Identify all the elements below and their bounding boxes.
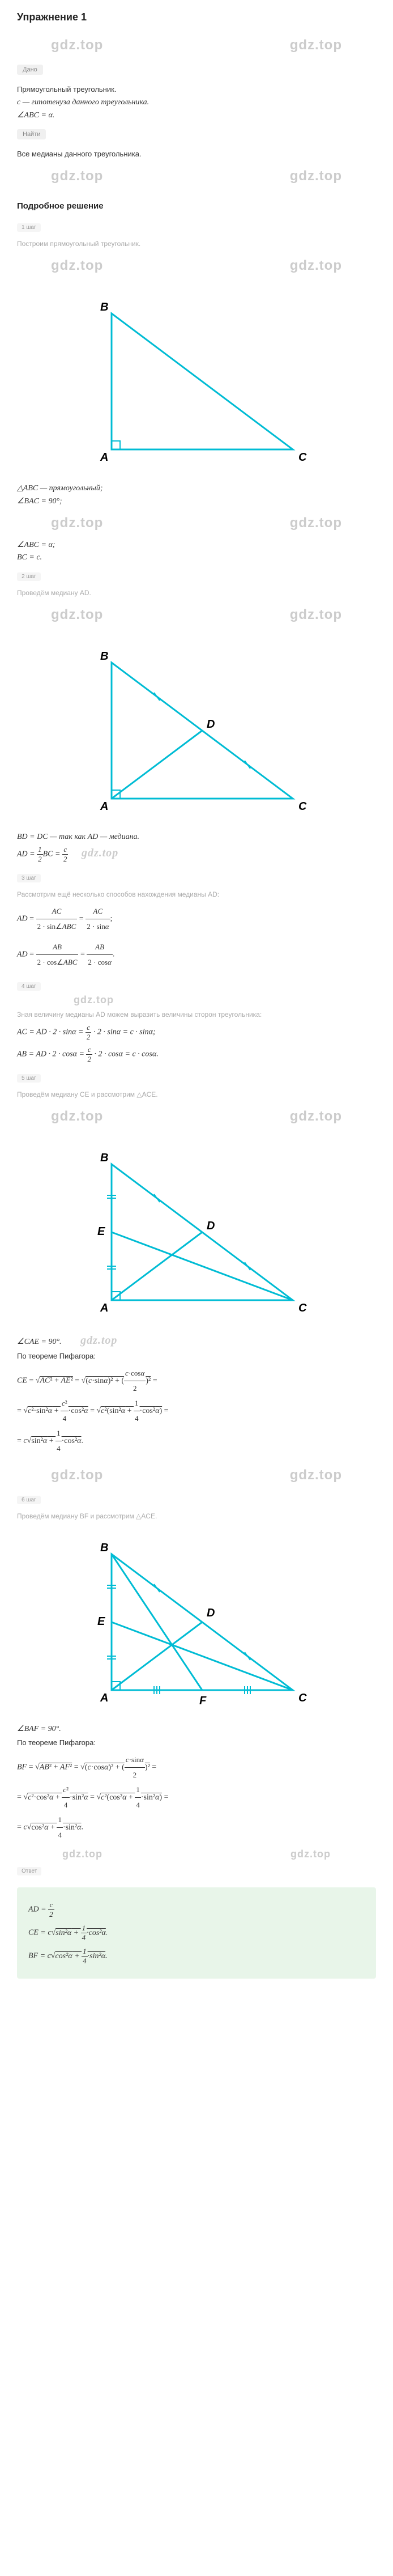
watermark: gdz.top [290,607,342,623]
step-line: ∠ABC = α; [17,540,376,550]
answer-box: AD = c2 CE = c√sin²α + 14·cos²α. BF = c√… [17,1887,376,1979]
svg-text:D: D [207,1220,215,1232]
step-line: ∠BAF = 90°. [17,1724,376,1734]
formula-bf: BF = √AB² + AF² = √(c·cosα)² + (c·sinα2)… [17,1752,376,1843]
svg-text:C: C [298,1302,307,1314]
watermark: gdz.top [290,1467,342,1483]
watermark: gdz.top [51,37,103,53]
svg-text:D: D [207,718,215,731]
step-badge: 6 шаг [17,1496,41,1504]
watermark-row: gdz.top gdz.top [17,510,376,537]
triangle-diagram-4: A B C D E F [66,1531,327,1713]
watermark: gdz.top [290,168,342,184]
step-gray: Проведём медиану CE и рассмотрим △ACE. [17,1090,376,1098]
watermark: gdz.top [51,607,103,623]
step-gray: Проведём медиану AD. [17,589,376,597]
svg-text:B: B [100,1152,108,1164]
svg-text:B: B [100,301,108,313]
find-line: Все медианы данного треугольника. [17,150,376,158]
step-line: По теореме Пифагора: [17,1738,376,1747]
svg-text:B: B [100,1542,108,1554]
answer-badge: Ответ [17,1867,41,1875]
svg-text:B: B [100,650,108,663]
step-badge: 3 шаг [17,874,41,882]
given-label: Дано [17,65,43,75]
watermark-row: gdz.top gdz.top [17,1103,376,1130]
watermark: gdz.top [51,258,103,274]
step-line: ∠CAE = 90°. gdz.top [17,1334,376,1347]
step-badge: 4 шаг [17,982,41,991]
watermark-row: gdz.top gdz.top [17,1462,376,1489]
formula: AD = AB2 · cos∠ABC = AB2 · cosα. [17,940,376,970]
watermark: gdz.top [290,1109,342,1124]
formula-ce: CE = √AC² + AE² = √(c·sinα)² + (c·cosα2)… [17,1366,376,1456]
watermark: gdz.top [51,168,103,184]
step-line: BC = c. [17,553,376,562]
watermark: gdz.top [291,1848,331,1860]
step-badge: 2 шаг [17,572,41,581]
watermark: gdz.top [51,515,103,531]
given-line: Прямоугольный треугольник. [17,85,376,94]
step-gray: Рассмотрим ещё несколько способов нахожд… [17,890,376,898]
watermark-row: gdz.top gdz.top [17,252,376,279]
step-gray: Зная величину медианы AD можем выразить … [17,1011,376,1018]
watermark-row: gdz.top [17,994,376,1006]
svg-text:E: E [97,1225,105,1238]
step-badge: 1 шаг [17,223,41,232]
watermark-row: gdz.top gdz.top [17,1848,376,1860]
watermark: gdz.top [62,1848,102,1860]
step-line: BD = DC — так как AD — медиана. [17,833,376,842]
svg-text:A: A [100,1692,108,1704]
watermark: gdz.top [290,258,342,274]
answer-line: CE = c√sin²α + 14·cos²α. [28,1924,365,1942]
svg-text:F: F [199,1695,207,1707]
given-line: c — гипотенуза данного треугольника. [17,98,376,107]
step-line: ∠BAC = 90°; [17,496,376,506]
triangle-diagram-1: A B C [66,291,327,472]
watermark: gdz.top [290,37,342,53]
watermark: gdz.top [290,515,342,531]
triangle-diagram-2: A B C D [66,640,327,821]
watermark-row: gdz.top gdz.top [17,601,376,629]
formula: AD = AC2 · sin∠ABC = AC2 · sinα; [17,904,376,934]
watermark-row: gdz.top gdz.top [17,32,376,59]
triangle-diagram-3: A B C D E [66,1141,327,1323]
watermark: gdz.top [74,994,114,1006]
step-gray: Построим прямоугольный треугольник. [17,240,376,248]
svg-text:A: A [100,1302,108,1314]
formula: AC = AD · 2 · sinα = c2 · 2 · sinα = c ·… [17,1023,376,1042]
watermark-row: gdz.top gdz.top [17,163,376,190]
svg-text:C: C [298,800,307,813]
step-line: △ABC — прямоугольный; [17,483,376,493]
svg-text:A: A [100,800,108,813]
formula: AD = 12BC = c2 gdz.top [17,845,376,864]
svg-text:C: C [298,1692,307,1704]
detailed-solution-title: Подробное решение [17,201,376,211]
given-line: ∠ABC = α. [17,111,376,120]
watermark: gdz.top [51,1109,103,1124]
exercise-title: Упражнение 1 [17,11,376,23]
formula: AB = AD · 2 · cosα = c2 · 2 · cosα = c ·… [17,1045,376,1064]
answer-line: BF = c√cos²α + 14·sin²α. [28,1947,365,1966]
svg-text:E: E [97,1615,105,1628]
step-badge: 5 шаг [17,1074,41,1083]
svg-text:A: A [100,451,108,464]
step-gray: Проведём медиану BF и рассмотрим △ACE. [17,1512,376,1520]
watermark: gdz.top [51,1467,103,1483]
svg-text:D: D [207,1607,215,1619]
svg-text:C: C [298,451,307,464]
find-label: Найти [17,129,46,139]
step-line: По теореме Пифагора: [17,1352,376,1360]
answer-line: AD = c2 [28,1900,365,1919]
